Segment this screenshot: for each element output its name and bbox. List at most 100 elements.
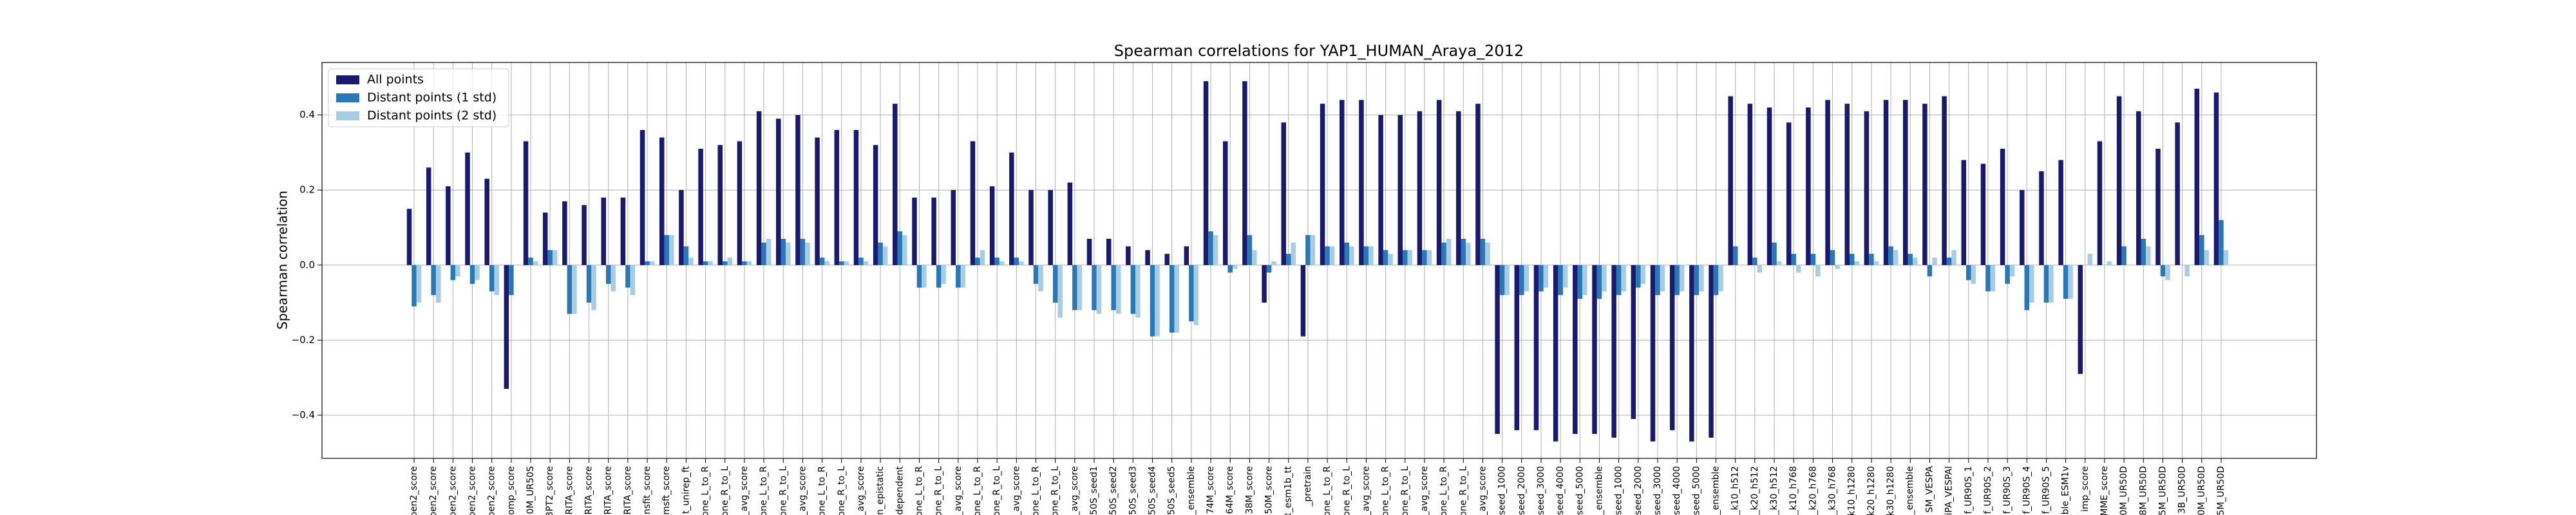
- bar: [1189, 265, 1194, 322]
- bar: [625, 265, 630, 288]
- bar: [542, 212, 548, 265]
- bar: [1164, 254, 1170, 265]
- bar: [1971, 265, 1976, 284]
- bar: [786, 242, 791, 265]
- bar: [1806, 107, 1811, 265]
- legend: All points Distant points (1 std) Distant …: [328, 68, 509, 127]
- bar: [1669, 265, 1675, 431]
- x-tick-label: one_R_to_L: [1400, 466, 1410, 515]
- bar: [1388, 254, 1393, 265]
- bar: [446, 186, 451, 265]
- bar: [1092, 265, 1097, 310]
- bar: [601, 197, 606, 265]
- bar: [1815, 265, 1821, 277]
- bar: [1932, 258, 1937, 265]
- x-tick-label: one_L_to_R: [817, 466, 828, 515]
- bar: [562, 201, 567, 265]
- bar: [1359, 100, 1364, 265]
- legend-label: Distant points (1 std): [367, 91, 497, 105]
- bar: [1640, 265, 1646, 284]
- bar: [406, 209, 412, 265]
- x-tick-label: iPA_VESPAl: [1944, 466, 1955, 515]
- x-tick-label: RITA_score: [623, 466, 633, 515]
- bar: [1893, 250, 1899, 265]
- x-tick-label: 50S_seed1: [1089, 466, 1099, 515]
- x-tick-label: k30_h1280: [1886, 466, 1896, 515]
- bar: [1145, 250, 1150, 265]
- bar: [1480, 238, 1486, 265]
- bar: [484, 178, 489, 265]
- bar: [1028, 190, 1034, 265]
- bar: [1674, 265, 1680, 295]
- bar: [489, 265, 495, 292]
- bar: [1329, 246, 1335, 265]
- bar: [941, 265, 946, 284]
- bar: [703, 261, 708, 265]
- bar: [902, 235, 907, 265]
- bar: [1558, 265, 1563, 295]
- bar: [1135, 265, 1141, 318]
- bar: [2160, 265, 2166, 277]
- bar: [504, 265, 509, 389]
- chart-title: Spearman correlations for YAP1_HUMAN_Ara…: [1114, 42, 1524, 60]
- bar: [2199, 235, 2204, 265]
- bar: [960, 265, 966, 288]
- bar: [1616, 265, 1622, 295]
- bar: [567, 265, 573, 314]
- x-tick-label: _ensemble: [1711, 466, 1721, 515]
- bar: [1222, 141, 1228, 265]
- x-tick-label: t_unirep_ft: [681, 465, 691, 514]
- bar: [916, 265, 922, 288]
- bar: [2009, 265, 2015, 277]
- bar: [1694, 265, 1700, 295]
- bar: [679, 190, 684, 265]
- bar: [1057, 265, 1063, 318]
- bar: [494, 265, 499, 295]
- x-tick-label: one_R_to_L: [1341, 466, 1352, 515]
- bar: [523, 141, 529, 265]
- bar: [1456, 111, 1461, 265]
- bar: [2194, 88, 2200, 265]
- bar: [839, 261, 844, 265]
- bar: [1825, 100, 1830, 265]
- x-tick-label: _avg_score: [1361, 466, 1371, 515]
- bar: [999, 261, 1005, 265]
- bar: [611, 265, 616, 292]
- bar: [2184, 265, 2190, 277]
- x-tick-label: _k10_h512: [1730, 466, 1741, 515]
- bar: [717, 145, 723, 265]
- bar: [2136, 111, 2141, 265]
- bar: [1305, 235, 1311, 265]
- x-tick-label: seed_4000: [1672, 466, 1682, 515]
- bar: [1213, 235, 1218, 265]
- x-tick-label: one_R_to_L: [720, 466, 730, 515]
- x-tick-label: one_L_to_R: [972, 466, 983, 515]
- bar: [1378, 115, 1383, 265]
- bar: [1689, 265, 1694, 442]
- x-tick-label: seed_4000: [1555, 466, 1566, 515]
- bar: [1679, 265, 1685, 292]
- bar: [2116, 96, 2122, 265]
- bar: [2155, 149, 2161, 265]
- legend-frame: [328, 68, 509, 127]
- bar: [781, 238, 786, 265]
- bar: [1407, 250, 1413, 265]
- x-tick-label: pen2_score: [468, 466, 478, 515]
- bar: [475, 265, 480, 281]
- bar: [1169, 265, 1175, 333]
- bar: [572, 265, 577, 314]
- bar: [1573, 265, 1578, 435]
- bar: [1873, 261, 1879, 265]
- x-tick-label: one_L_to_R: [914, 466, 924, 515]
- bar: [1869, 254, 1874, 265]
- bar: [970, 141, 976, 265]
- bar: [1728, 96, 1733, 265]
- x-tick-label: 5M_UR50D: [2216, 466, 2226, 515]
- bar: [1266, 265, 1272, 273]
- bar: [1383, 250, 1388, 265]
- bar: [844, 261, 849, 265]
- x-tick-label: 0M_UR50D: [2197, 466, 2207, 515]
- bar: [1524, 265, 1530, 292]
- x-tick-label: one_R_to_L: [1458, 466, 1468, 515]
- x-tick-label: 50M_score: [1264, 466, 1274, 514]
